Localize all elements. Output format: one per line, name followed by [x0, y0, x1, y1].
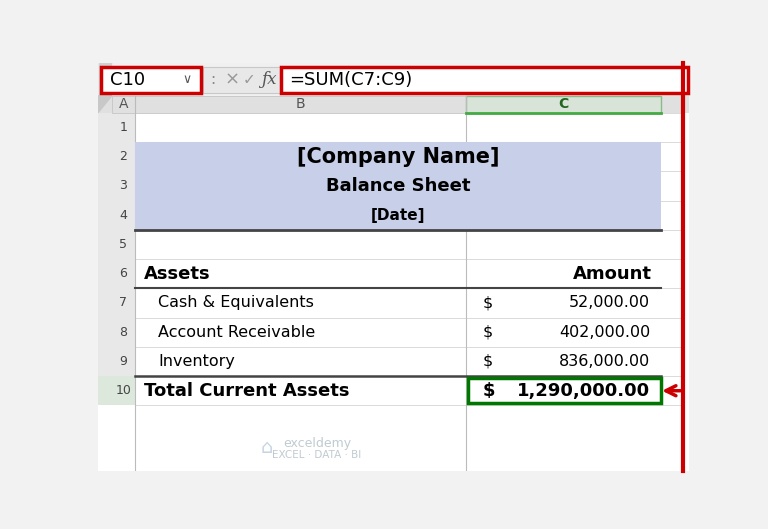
- Bar: [98, 230, 135, 259]
- Text: Account Receivable: Account Receivable: [158, 325, 315, 340]
- Bar: [203, 67, 280, 93]
- Text: B: B: [296, 97, 305, 111]
- Text: C10: C10: [111, 71, 145, 89]
- Polygon shape: [100, 63, 112, 96]
- Bar: [466, 96, 660, 113]
- Text: 1,290,000.00: 1,290,000.00: [517, 382, 650, 400]
- Bar: [98, 142, 135, 171]
- Text: ∨: ∨: [183, 73, 192, 86]
- Bar: [135, 142, 660, 230]
- Text: $: $: [483, 382, 495, 400]
- Bar: [281, 67, 687, 93]
- Text: 6: 6: [119, 267, 127, 280]
- Bar: [98, 347, 135, 376]
- Text: 9: 9: [119, 355, 127, 368]
- Text: =SUM(C7:C9): =SUM(C7:C9): [289, 71, 412, 89]
- Bar: [468, 378, 660, 403]
- Text: [Date]: [Date]: [371, 208, 425, 223]
- Text: Balance Sheet: Balance Sheet: [326, 177, 470, 195]
- Text: 1: 1: [119, 121, 127, 134]
- Bar: [98, 96, 690, 113]
- Text: ✓: ✓: [243, 72, 256, 87]
- Text: A: A: [118, 97, 128, 111]
- Text: 836,000.00: 836,000.00: [559, 354, 650, 369]
- Bar: [98, 171, 135, 200]
- Bar: [98, 288, 135, 317]
- Bar: [98, 259, 135, 288]
- Text: 52,000.00: 52,000.00: [569, 296, 650, 311]
- Text: C: C: [558, 97, 568, 111]
- Text: 8: 8: [119, 326, 127, 339]
- Bar: [135, 96, 466, 113]
- Text: $: $: [483, 325, 493, 340]
- Text: exceldemy: exceldemy: [283, 437, 351, 450]
- Text: 5: 5: [119, 238, 127, 251]
- Text: 10: 10: [115, 384, 131, 397]
- Bar: [112, 96, 135, 113]
- Text: EXCEL · DATA · BI: EXCEL · DATA · BI: [273, 450, 362, 460]
- Text: Inventory: Inventory: [158, 354, 235, 369]
- Text: Cash & Equivalents: Cash & Equivalents: [158, 296, 314, 311]
- Text: ƒx: ƒx: [261, 71, 276, 88]
- Text: ⌂: ⌂: [261, 438, 273, 457]
- Bar: [98, 63, 690, 96]
- Text: Total Current Assets: Total Current Assets: [144, 382, 349, 400]
- Text: 3: 3: [119, 179, 127, 193]
- Polygon shape: [98, 96, 112, 113]
- Text: $: $: [483, 354, 493, 369]
- Text: Assets: Assets: [144, 264, 210, 282]
- Text: Amount: Amount: [573, 264, 651, 282]
- Bar: [98, 113, 690, 471]
- Text: :: :: [210, 72, 216, 87]
- Bar: [101, 67, 201, 93]
- Text: 2: 2: [119, 150, 127, 163]
- Text: $: $: [483, 296, 493, 311]
- Text: 402,000.00: 402,000.00: [559, 325, 650, 340]
- Text: [Company Name]: [Company Name]: [296, 147, 499, 167]
- Bar: [98, 376, 135, 405]
- Text: 4: 4: [119, 208, 127, 222]
- Bar: [98, 200, 135, 230]
- Text: ×: ×: [224, 71, 240, 89]
- Bar: [98, 317, 135, 347]
- Text: 7: 7: [119, 296, 127, 309]
- Bar: [98, 113, 135, 142]
